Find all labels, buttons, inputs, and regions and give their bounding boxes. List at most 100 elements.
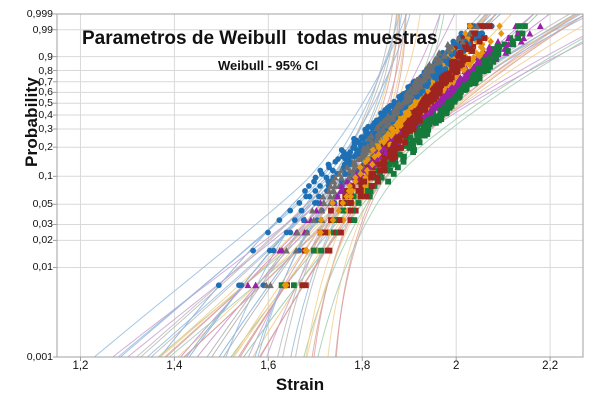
data-point bbox=[387, 151, 394, 158]
data-point bbox=[362, 158, 369, 166]
data-point bbox=[480, 68, 487, 75]
data-point bbox=[505, 40, 512, 48]
data-point bbox=[310, 247, 317, 254]
data-point bbox=[364, 155, 371, 163]
data-point bbox=[364, 142, 371, 149]
data-point bbox=[469, 48, 476, 54]
data-point bbox=[409, 137, 416, 144]
data-point bbox=[358, 183, 365, 189]
data-point bbox=[378, 174, 385, 181]
y-tick-label: 0,02 bbox=[32, 234, 53, 247]
data-point bbox=[466, 81, 473, 88]
data-point bbox=[374, 178, 381, 185]
data-point bbox=[448, 74, 455, 81]
data-point bbox=[365, 123, 372, 130]
y-tick-label: 0,2 bbox=[38, 141, 53, 154]
x-tick-label: 1,2 bbox=[72, 360, 89, 372]
data-point bbox=[452, 41, 458, 48]
data-point bbox=[495, 49, 502, 56]
data-point bbox=[395, 164, 401, 171]
data-point bbox=[476, 38, 483, 45]
data-point bbox=[484, 67, 491, 74]
data-point bbox=[287, 207, 294, 214]
data-point bbox=[308, 207, 316, 214]
data-point bbox=[514, 30, 522, 37]
data-point bbox=[360, 144, 368, 151]
data-point bbox=[380, 144, 388, 151]
data-point bbox=[476, 69, 483, 76]
data-point bbox=[444, 40, 452, 48]
data-point bbox=[457, 88, 464, 94]
data-point bbox=[334, 193, 342, 200]
data-point bbox=[425, 60, 433, 68]
data-point bbox=[435, 49, 443, 56]
data-point bbox=[250, 247, 256, 254]
data-point bbox=[347, 217, 354, 223]
data-point bbox=[398, 145, 405, 151]
data-point bbox=[328, 207, 334, 214]
data-point bbox=[303, 228, 311, 236]
tick-marks-layer bbox=[53, 13, 551, 361]
data-point bbox=[364, 188, 371, 194]
data-point bbox=[411, 147, 417, 153]
data-point bbox=[338, 187, 346, 194]
data-point bbox=[371, 174, 378, 181]
x-tick-label: 2,2 bbox=[542, 360, 559, 372]
data-point bbox=[416, 117, 423, 124]
data-point bbox=[283, 247, 290, 254]
y-tick-label: 0,5 bbox=[38, 97, 53, 110]
data-point bbox=[359, 174, 366, 181]
data-point bbox=[330, 187, 338, 194]
data-point bbox=[480, 64, 487, 71]
data-point bbox=[458, 30, 465, 37]
data-point bbox=[299, 282, 306, 289]
data-point bbox=[466, 60, 473, 69]
data-point bbox=[328, 178, 336, 185]
data-point bbox=[317, 183, 323, 189]
data-point bbox=[291, 217, 298, 223]
data-point bbox=[339, 199, 346, 207]
data-point bbox=[238, 282, 245, 289]
x-axis-label: Strain bbox=[275, 375, 325, 394]
data-point bbox=[457, 49, 464, 56]
data-point bbox=[450, 58, 457, 65]
data-point bbox=[494, 43, 501, 50]
data-point bbox=[283, 281, 290, 289]
data-point bbox=[460, 54, 467, 61]
data-point bbox=[408, 118, 415, 125]
data-point bbox=[509, 38, 516, 45]
data-point bbox=[412, 119, 419, 126]
data-point bbox=[306, 183, 312, 189]
data-point bbox=[465, 56, 471, 62]
data-point bbox=[348, 200, 354, 206]
data-point bbox=[329, 216, 337, 224]
data-point bbox=[385, 119, 393, 126]
data-point bbox=[338, 229, 344, 236]
y-tick-label: 0,3 bbox=[38, 122, 53, 135]
data-point bbox=[433, 99, 441, 106]
data-point bbox=[336, 217, 343, 223]
y-tick-label: 0,01 bbox=[32, 261, 53, 274]
data-point bbox=[460, 35, 467, 42]
data-point bbox=[266, 247, 273, 254]
data-point bbox=[417, 108, 423, 114]
data-point bbox=[393, 127, 401, 135]
data-point bbox=[381, 167, 388, 174]
data-point bbox=[430, 91, 437, 98]
data-point bbox=[426, 121, 433, 128]
data-point bbox=[343, 192, 350, 201]
data-point bbox=[504, 48, 511, 54]
data-point bbox=[415, 74, 423, 82]
data-point bbox=[480, 23, 487, 29]
data-point bbox=[447, 43, 455, 50]
data-point bbox=[351, 217, 358, 223]
data-point bbox=[312, 174, 319, 181]
data-point bbox=[438, 116, 445, 123]
data-point bbox=[461, 82, 468, 89]
data-point bbox=[331, 174, 339, 181]
data-point bbox=[408, 141, 415, 147]
x-tick-label: 2 bbox=[452, 360, 460, 372]
data-point bbox=[424, 87, 431, 95]
data-point bbox=[400, 129, 407, 136]
